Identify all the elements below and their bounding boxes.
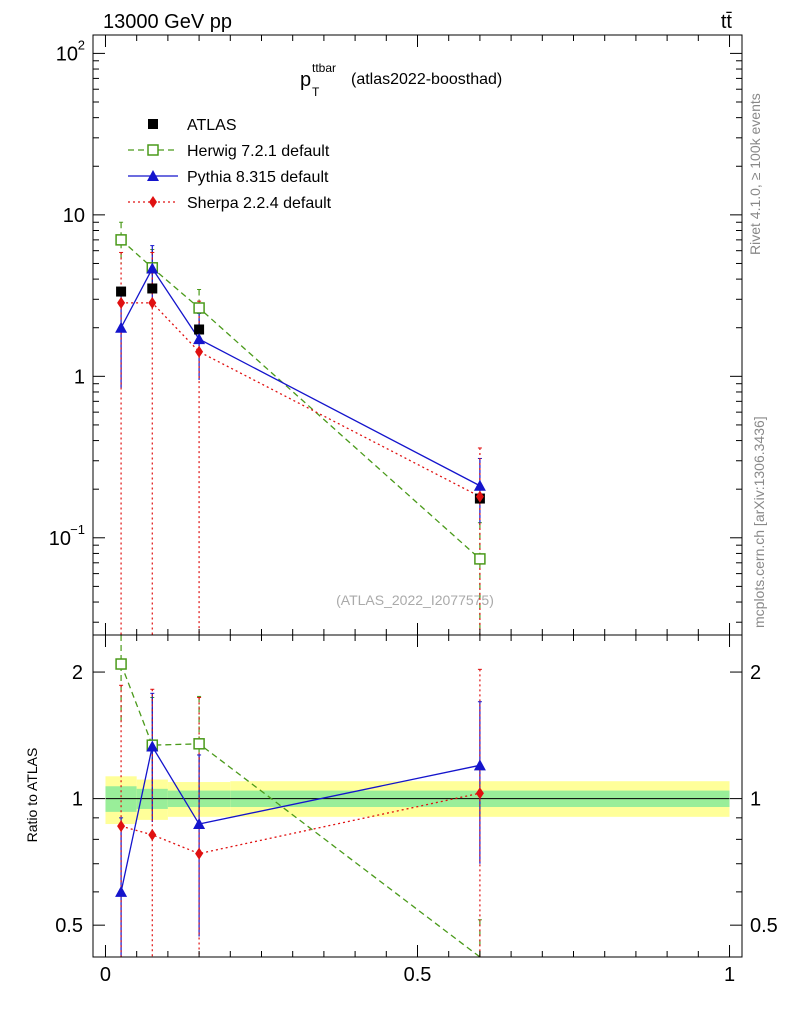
energy-label: 13000 GeV pp (103, 11, 232, 33)
main-ytick-exp-3: −1 (70, 522, 85, 537)
ratio-ytick-label-right-1: 1 (750, 789, 761, 811)
main-pythia-point-2 (193, 333, 206, 345)
ratio-pythia-point-1 (146, 740, 159, 752)
title-main: p (300, 69, 311, 91)
legend-pythia-marker (147, 170, 159, 181)
main-sherpa-point-2 (195, 345, 204, 358)
ratio-ytick-label-0: 2 (72, 662, 83, 684)
ratio-sherpa-point-3 (475, 787, 484, 800)
title-sup: ttbar (312, 61, 336, 75)
rivet-label: Rivet 4.1.0, ≥ 100k events (747, 93, 763, 255)
legend-sherpa-label: Sherpa 2.2.4 default (187, 195, 332, 212)
ratio-ylabel: Ratio to ATLAS (24, 748, 40, 843)
plot-title: p ttbar T (atlas2022-boosthad) (300, 61, 502, 99)
legend-atlas-marker (148, 119, 158, 129)
main-sherpa-point-1 (148, 296, 157, 309)
analysis-label: (ATLAS_2022_I2077575) (336, 592, 494, 608)
main-herwig-point-0 (115, 234, 127, 246)
ratio-herwig-line (120, 663, 481, 958)
legend-herwig-label: Herwig 7.2.1 default (187, 143, 330, 160)
main-atlas-point-2 (194, 324, 205, 335)
ratio-sherpa-point-1 (148, 828, 157, 841)
ratio-pythia-point-3 (473, 759, 486, 771)
legend-sherpa-marker (149, 196, 157, 208)
main-ytick-label-0: 10 (56, 43, 78, 65)
legend: ATLAS Herwig 7.2.1 default Pythia 8.315 de… (128, 117, 332, 212)
main-sherpa-line (121, 302, 481, 498)
main-atlas-point-1 (147, 283, 158, 294)
ratio-herwig-point-2 (193, 738, 205, 750)
main-ytick-exp-0: 2 (78, 37, 85, 52)
main-pythia-point-1 (146, 262, 159, 274)
title-rest: (atlas2022-boosthad) (351, 71, 502, 88)
main-herwig-point-2 (193, 302, 205, 314)
main-ytick-label-2: 1 (74, 366, 85, 388)
ratio-pythia-line (120, 744, 481, 893)
ratio-sherpa-point-2 (195, 847, 204, 860)
ratio-pythia-point-2 (193, 818, 206, 830)
process-label: tt̄ (721, 11, 733, 33)
main-ytick-label-3: 10 (49, 528, 71, 550)
ratio-xtick-label-1: 0.5 (404, 964, 432, 986)
ratio-xtick-label-2: 1 (724, 964, 735, 986)
main-herwig-line (120, 239, 481, 560)
ratio-sherpa-line (120, 792, 481, 855)
ratio-ytick-label-1: 1 (72, 789, 83, 811)
legend-herwig-marker (147, 144, 159, 156)
ratio-ytick-label-right-0: 2 (750, 662, 761, 684)
main-ytick-label-1: 10 (63, 205, 85, 227)
main-pythia-point-0 (115, 321, 128, 333)
title-sub: T (312, 85, 320, 99)
ratio-herwig-point-0 (115, 658, 127, 670)
main-sherpa-point-3 (475, 490, 484, 503)
legend-atlas-label: ATLAS (187, 117, 237, 134)
ratio-pythia-point-0 (115, 885, 128, 897)
main-pythia-line (120, 267, 481, 487)
legend-pythia-label: Pythia 8.315 default (187, 169, 329, 186)
ratio-ytick-label-right-2: 0.5 (750, 915, 778, 937)
main-pythia-point-3 (473, 479, 486, 491)
mcplots-label: mcplots.cern.ch [arXiv:1306.3436] (751, 416, 767, 628)
main-sherpa-point-0 (117, 296, 126, 309)
main-herwig-point-3 (474, 553, 486, 565)
ratio-ytick-label-2: 0.5 (55, 915, 83, 937)
ratio-sherpa-point-0 (117, 820, 126, 833)
main-atlas-point-0 (116, 286, 127, 297)
ratio-xtick-label-0: 0 (100, 964, 111, 986)
